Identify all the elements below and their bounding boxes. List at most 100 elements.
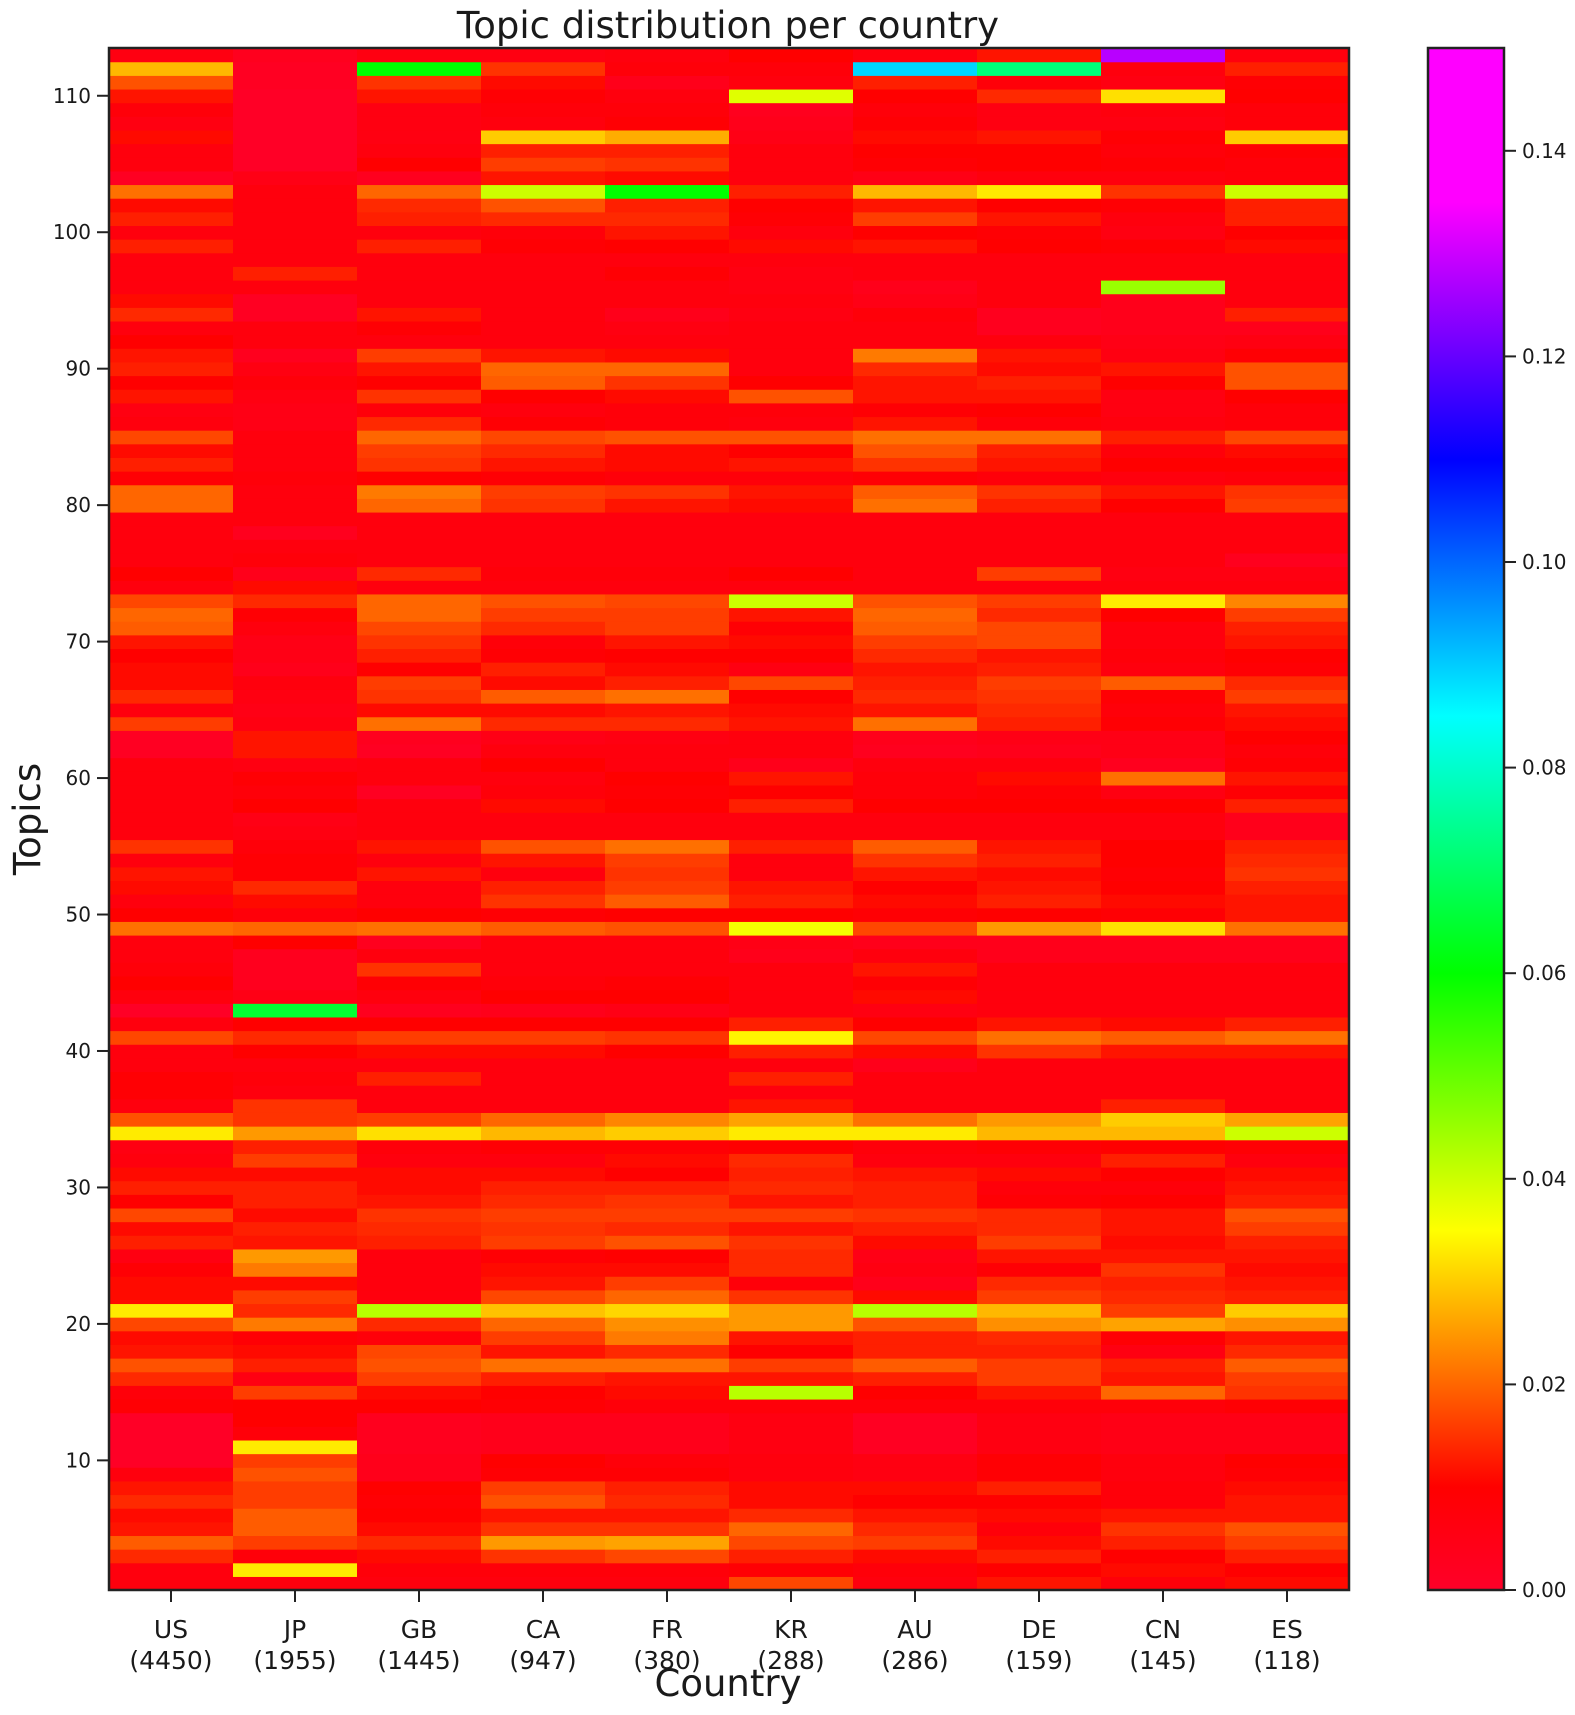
heatmap-cell xyxy=(109,948,234,963)
heatmap-cell xyxy=(357,1262,482,1277)
heatmap-cell xyxy=(233,279,358,295)
heatmap-cell xyxy=(605,1521,730,1537)
heatmap-cell xyxy=(1101,170,1226,186)
heatmap-cell xyxy=(1225,934,1350,950)
heatmap-cell xyxy=(233,1153,358,1168)
heatmap-cell xyxy=(977,48,1102,63)
heatmap-cell xyxy=(233,784,358,800)
heatmap-cell xyxy=(605,348,730,363)
heatmap-cell xyxy=(1101,1085,1226,1100)
heatmap-cell xyxy=(233,348,358,363)
heatmap-cell xyxy=(109,252,234,267)
heatmap-cell xyxy=(481,1112,606,1127)
heatmap-cell xyxy=(1101,1248,1226,1264)
heatmap-cell xyxy=(853,839,978,854)
heatmap-cell xyxy=(1225,743,1350,759)
y-tick-label: 80 xyxy=(66,493,91,517)
heatmap-cell xyxy=(729,730,854,745)
heatmap-cell xyxy=(853,1317,978,1332)
heatmap-cell xyxy=(109,1521,234,1537)
heatmap-cell xyxy=(481,266,606,281)
heatmap-cell xyxy=(1101,1180,1226,1195)
heatmap-cell xyxy=(853,1003,978,1018)
heatmap-cell xyxy=(977,1344,1102,1359)
heatmap-cell xyxy=(1101,839,1226,854)
heatmap-cell xyxy=(605,948,730,963)
heatmap-cell xyxy=(729,498,854,513)
heatmap-cell xyxy=(233,1276,358,1291)
heatmap-cell xyxy=(1101,1521,1226,1537)
heatmap-cell xyxy=(729,1303,854,1318)
heatmap-cell xyxy=(977,525,1102,540)
heatmap-cell xyxy=(109,539,234,554)
heatmap-cell xyxy=(977,1521,1102,1537)
heatmap-cell xyxy=(481,320,606,336)
heatmap-cell xyxy=(109,1248,234,1264)
heatmap-cell xyxy=(605,198,730,213)
heatmap-cell xyxy=(1101,1344,1226,1359)
heatmap-cell xyxy=(481,1344,606,1359)
heatmap-cell xyxy=(1225,1044,1350,1059)
heatmap-cell xyxy=(729,593,854,609)
heatmap-cell xyxy=(109,75,234,90)
heatmap-cell xyxy=(1101,934,1226,950)
heatmap-cell xyxy=(1225,1398,1350,1414)
heatmap-cell xyxy=(109,143,234,158)
heatmap-cell xyxy=(977,1153,1102,1168)
heatmap-cell xyxy=(977,1194,1102,1209)
heatmap-cell xyxy=(357,88,482,104)
heatmap-cell xyxy=(605,757,730,772)
heatmap-cell xyxy=(853,798,978,813)
heatmap-cell xyxy=(1101,593,1226,609)
heatmap-cell xyxy=(605,1426,730,1441)
heatmap-cell xyxy=(605,989,730,1004)
heatmap-cell xyxy=(109,1126,234,1141)
heatmap-cell xyxy=(605,648,730,663)
heatmap-cell xyxy=(109,334,234,349)
heatmap-cell xyxy=(977,703,1102,718)
heatmap-cell xyxy=(729,157,854,172)
heatmap-cell xyxy=(1225,266,1350,281)
heatmap-cell xyxy=(109,1344,234,1359)
heatmap-cell xyxy=(233,389,358,404)
heatmap-cell xyxy=(1225,962,1350,977)
heatmap-cell xyxy=(1101,361,1226,377)
heatmap-cell xyxy=(357,662,482,677)
heatmap-cell xyxy=(1225,839,1350,854)
heatmap-cell xyxy=(977,361,1102,377)
heatmap-cell xyxy=(729,1085,854,1100)
heatmap-cell xyxy=(357,457,482,472)
heatmap-cell xyxy=(729,798,854,813)
heatmap-cell xyxy=(357,1303,482,1318)
heatmap-cell xyxy=(853,703,978,718)
heatmap-cell xyxy=(109,989,234,1004)
heatmap-cell xyxy=(481,48,606,63)
heatmap-cell xyxy=(853,1057,978,1073)
heatmap-cell xyxy=(109,866,234,882)
heatmap-cell xyxy=(481,525,606,540)
heatmap-cell xyxy=(357,703,482,718)
heatmap-cell xyxy=(1101,784,1226,800)
heatmap-cell xyxy=(853,239,978,254)
heatmap-cell xyxy=(977,1276,1102,1291)
heatmap-cell xyxy=(1225,1071,1350,1086)
heatmap-cell xyxy=(605,1371,730,1386)
heatmap-cell xyxy=(233,1262,358,1277)
heatmap-cell xyxy=(853,1207,978,1223)
heatmap-cell xyxy=(109,361,234,377)
heatmap-cell xyxy=(1225,307,1350,322)
heatmap-cell xyxy=(481,1289,606,1305)
heatmap-cell xyxy=(109,552,234,568)
heatmap-cell xyxy=(853,539,978,554)
heatmap-cell xyxy=(605,689,730,704)
heatmap-cell xyxy=(853,743,978,759)
heatmap-cell xyxy=(1225,143,1350,158)
heatmap-cell xyxy=(729,48,854,63)
heatmap-cell xyxy=(853,907,978,922)
heatmap-cell xyxy=(853,1303,978,1318)
heatmap-cell xyxy=(605,1085,730,1100)
heatmap-cell xyxy=(1101,1317,1226,1332)
heatmap-cell xyxy=(357,279,482,295)
heatmap-cell xyxy=(1101,211,1226,226)
